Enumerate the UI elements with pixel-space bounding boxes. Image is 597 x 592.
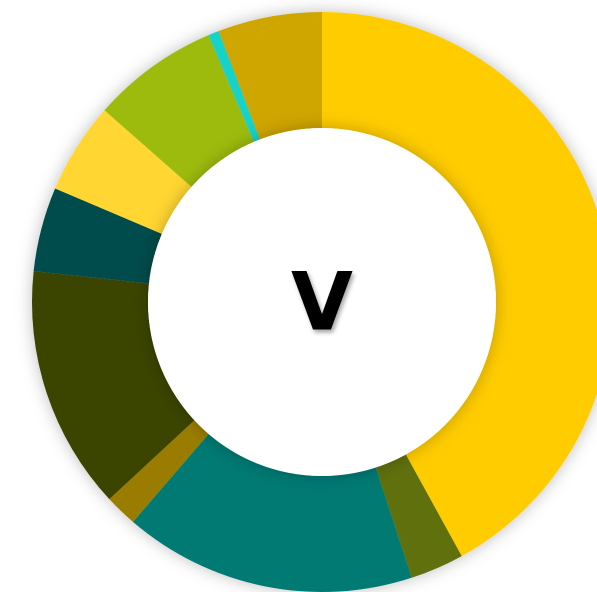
donut-segment [375,454,462,578]
donut-segment [132,433,412,592]
donut-segment [322,12,597,557]
donut-segment [31,271,195,500]
donut-segment [109,420,209,522]
donut-segment [104,35,254,187]
center-title: V [291,256,353,349]
donut-segment [218,11,322,140]
donut-segment [55,110,192,234]
donut-segment [208,31,260,142]
donut-segment [33,188,162,284]
donut-hole [148,128,496,476]
donut-ring [31,11,597,592]
